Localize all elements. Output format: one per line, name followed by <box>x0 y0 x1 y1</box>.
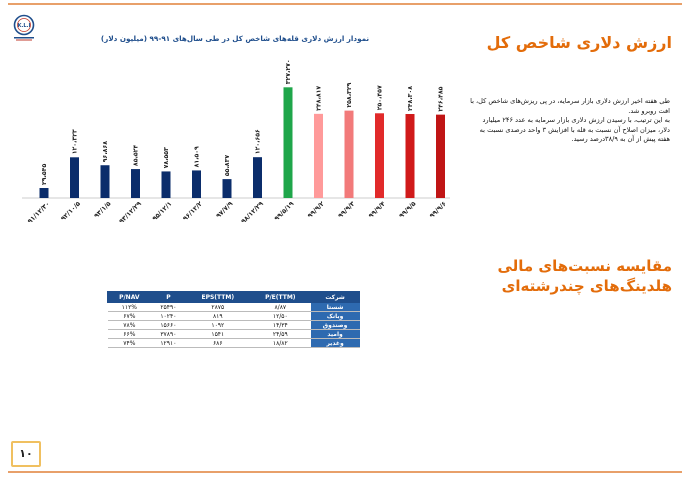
table-row: وغدیر ۱۸/۸۲ ۶۸۶ ۱۲۹۱۰ ۷۴% <box>107 338 360 348</box>
bar <box>161 171 171 198</box>
paragraph-line-1: طی هفته اخیر ارزش دلاری بازار سرمایه، در… <box>470 97 670 115</box>
table-header-row: شرکت P/E(TTM) EPS(TTM) P P/NAV <box>107 291 360 303</box>
header-pnav: P/NAV <box>107 291 152 303</box>
x-tick-label: ۹۹/۵/۱۹ <box>273 200 296 223</box>
x-tick-label: ۹۶/۱۲/۲ <box>181 200 204 223</box>
holdings-table: شرکت P/E(TTM) EPS(TTM) P P/NAV شستا ۸/۸۷… <box>107 291 360 348</box>
cell-price: ۱۰۲۴۰ <box>151 311 186 321</box>
bar <box>405 114 415 198</box>
header-eps: EPS(TTM) <box>185 291 251 303</box>
cell-pe: ۸/۸۷ <box>249 302 311 312</box>
bar <box>100 165 110 198</box>
bar-value-label: ۳۲۷،۲۷۰ <box>285 59 292 84</box>
cell-eps: ۸۱۹ <box>185 311 250 321</box>
bar-value-label: ۷۸،۵۵۳ <box>163 147 170 168</box>
cell-price: ۲۵۴۹۰ <box>151 302 186 312</box>
cell-eps: ۶۸۶ <box>185 338 250 348</box>
cell-company: شستا <box>310 302 360 312</box>
cell-price: ۱۲۹۱۰ <box>151 338 186 348</box>
cell-company: وغدیر <box>310 338 360 348</box>
bar-value-label: ۲۴۸،۸۱۷ <box>316 86 323 111</box>
x-tick-label: ۹۲/۱۰/۵ <box>59 200 82 223</box>
cell-price: ۱۵۶۶۰ <box>151 320 186 330</box>
bar-value-label: ۲۵۸،۳۲۹ <box>346 82 353 107</box>
heading-ratio-comparison: مقایسه نسبت‌های مالی هلدینگ‌های چندرشته‌… <box>497 257 672 295</box>
cell-eps: ۱۰۹۲ <box>185 320 250 330</box>
bar <box>222 179 232 198</box>
table-row: شستا ۸/۸۷ ۲۸۷۵ ۲۵۴۹۰ ۱۱۲% <box>107 302 360 312</box>
bar-value-label: ۲۵۰،۴۵۷ <box>377 85 384 110</box>
company-logo: K.L.I <box>13 14 35 41</box>
cell-pnav: ۶۶% <box>107 329 152 339</box>
cell-pe: ۱۴/۳۴ <box>249 320 311 330</box>
header-company: شرکت <box>310 291 360 303</box>
cell-eps: ۱۵۴۱ <box>185 329 250 339</box>
cell-company: وبانک <box>310 311 360 321</box>
x-tick-label: ۹۹/۹/۲ <box>306 200 326 220</box>
table-row: وصندوق ۱۴/۳۴ ۱۰۹۲ ۱۵۶۶۰ ۷۸% <box>107 320 360 330</box>
bar <box>436 114 445 198</box>
bar <box>314 113 323 198</box>
x-tick-label: ۹۱/۱۲/۳۰ <box>26 200 52 226</box>
bar-value-label: ۵۵،۸۳۷ <box>224 155 231 176</box>
x-tick-label: ۹۸/۱۲/۲۹ <box>239 200 265 226</box>
bar <box>283 87 293 198</box>
x-tick-label: ۹۳/۱۲/۲۹ <box>117 200 143 226</box>
paragraph-line-2: به این ترتیب، با رسیدن ارزش دلاری بازار … <box>479 116 670 143</box>
cell-pnav: ۱۱۲% <box>107 302 152 312</box>
bottom-rule <box>8 471 682 473</box>
bar <box>344 110 354 198</box>
page-number: ۱۰ <box>11 441 41 467</box>
bar <box>253 157 262 198</box>
logo-text: K.L.I <box>18 23 31 29</box>
bar-value-label: ۸۵،۵۲۴ <box>133 145 140 166</box>
table-row: وبانک ۱۲/۵۰ ۸۱۹ ۱۰۲۴۰ ۶۷% <box>107 311 360 321</box>
x-tick-label: ۹۹/۹/۳ <box>336 200 356 220</box>
cell-eps: ۲۸۷۵ <box>185 302 250 312</box>
bar-value-label: ۸۱،۵۰۹ <box>194 146 201 167</box>
top-rule <box>8 3 682 5</box>
header-pe: P/E(TTM) <box>249 291 312 303</box>
bar <box>131 169 140 198</box>
bar <box>70 157 79 198</box>
bar <box>375 113 384 198</box>
header-price: P <box>150 291 187 303</box>
bar-value-label: ۱۲۰،۳۲۳ <box>72 129 79 154</box>
x-tick-label: ۹۹/۹/۶ <box>428 200 448 220</box>
cell-company: وامید <box>310 329 360 339</box>
bar-value-label: ۱۲۰،۶۵۶ <box>255 129 262 154</box>
bar-value-label: ۲۴۸،۳۰۸ <box>407 86 414 111</box>
cell-pe: ۱۸/۸۲ <box>249 338 311 348</box>
cell-pnav: ۷۸% <box>107 320 152 330</box>
bar-value-label: ۹۶،۸۶۸ <box>102 141 109 162</box>
heading-dollar-value: ارزش دلاری شاخص کل <box>486 33 672 52</box>
cell-pnav: ۶۷% <box>107 311 152 321</box>
x-tick-label: ۹۷/۷/۹ <box>214 200 234 220</box>
bar-value-label: ۲۹،۵۴۵ <box>41 164 48 185</box>
bar <box>192 170 201 198</box>
x-tick-label: ۹۳/۱/۵ <box>92 200 112 220</box>
table-row: وامید ۲۴/۵۹ ۱۵۴۱ ۳۷۸۹۰ ۶۶% <box>107 329 360 339</box>
bar-value-label: ۲۴۶،۴۸۵ <box>438 86 445 111</box>
x-tick-label: ۹۹/۹/۵ <box>397 200 417 220</box>
cell-pe: ۱۲/۵۰ <box>249 311 311 321</box>
cell-price: ۳۷۸۹۰ <box>151 329 186 339</box>
chart-title: نمودار ارزش دلاری قله‌های شاخص کل در طی … <box>100 34 370 43</box>
summary-paragraph: طی هفته اخیر ارزش دلاری بازار سرمایه، در… <box>470 97 670 145</box>
cell-pe: ۲۴/۵۹ <box>249 329 311 339</box>
cell-company: وصندوق <box>310 320 360 330</box>
cell-pnav: ۷۴% <box>107 338 152 348</box>
bar <box>39 188 49 198</box>
x-tick-label: ۹۵/۱۲/۱ <box>151 200 174 223</box>
x-tick-label: ۹۹/۹/۴ <box>367 200 387 220</box>
